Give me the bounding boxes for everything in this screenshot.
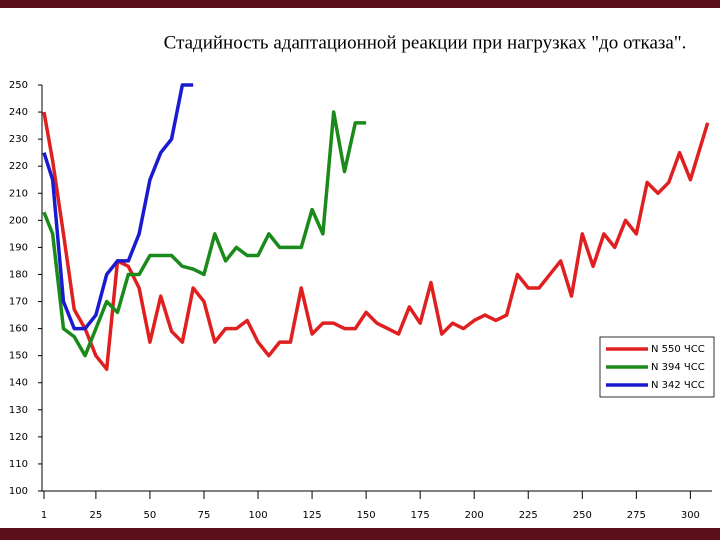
y-tick-label: 100 bbox=[9, 486, 28, 497]
legend-label: N 550 ЧСС bbox=[651, 344, 705, 355]
y-tick-label: 210 bbox=[9, 188, 28, 199]
legend-label: N 394 ЧСС bbox=[651, 362, 705, 373]
x-tick-label: 25 bbox=[90, 510, 103, 521]
y-tick-label: 180 bbox=[9, 269, 28, 280]
x-tick-label: 250 bbox=[573, 510, 592, 521]
y-tick-label: 230 bbox=[9, 134, 28, 145]
x-tick-label: 225 bbox=[519, 510, 538, 521]
y-tick-label: 140 bbox=[9, 378, 28, 389]
y-tick-label: 250 bbox=[9, 80, 28, 91]
y-tick-label: 110 bbox=[9, 459, 28, 470]
x-tick-label: 175 bbox=[411, 510, 430, 521]
x-tick-label: 150 bbox=[357, 510, 376, 521]
x-tick-label: 300 bbox=[681, 510, 700, 521]
x-tick-label: 100 bbox=[248, 510, 267, 521]
x-tick-label: 75 bbox=[198, 510, 211, 521]
top-bar bbox=[0, 0, 720, 8]
x-tick-label: 1 bbox=[41, 510, 47, 521]
x-tick-label: 125 bbox=[303, 510, 322, 521]
bottom-bar bbox=[0, 528, 720, 540]
y-tick-label: 160 bbox=[9, 324, 28, 335]
series-line bbox=[42, 83, 194, 331]
series-line bbox=[42, 110, 367, 358]
y-tick-label: 120 bbox=[9, 432, 28, 443]
legend-label: N 342 ЧСС bbox=[651, 380, 705, 391]
y-tick-label: 150 bbox=[9, 351, 28, 362]
y-tick-label: 240 bbox=[9, 107, 28, 118]
x-tick-label: 275 bbox=[627, 510, 646, 521]
y-tick-label: 130 bbox=[9, 405, 28, 416]
chart-title: Стадийность адаптационной реакции при на… bbox=[164, 32, 687, 53]
x-tick-label: 50 bbox=[144, 510, 157, 521]
y-tick-label: 190 bbox=[9, 242, 28, 253]
series-line bbox=[42, 111, 710, 371]
y-tick-label: 220 bbox=[9, 161, 28, 172]
x-tick-label: 200 bbox=[465, 510, 484, 521]
y-tick-label: 200 bbox=[9, 215, 28, 226]
y-tick-label: 170 bbox=[9, 297, 28, 308]
